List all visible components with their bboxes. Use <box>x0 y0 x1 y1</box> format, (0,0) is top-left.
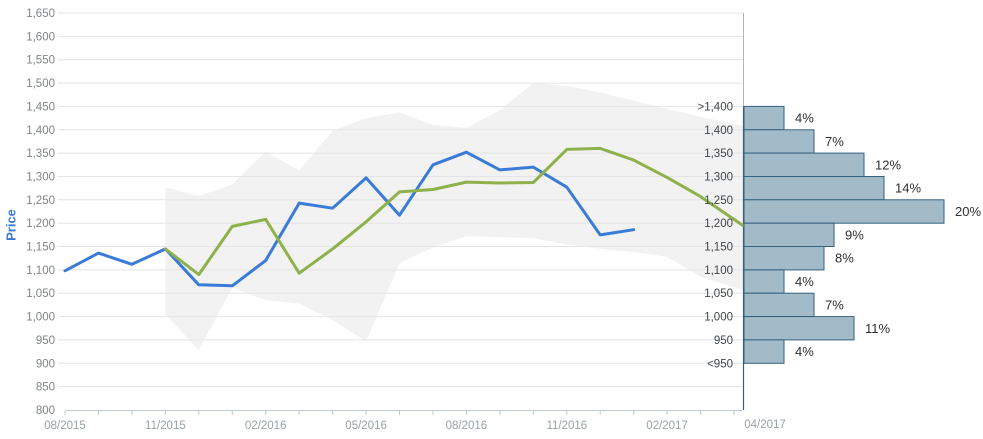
x-tick-label: 11/2016 <box>546 420 587 432</box>
label-layer: 1,650 1,600 1,550 1,500 1,450 1,400 1,350 1,300… <box>26 8 733 432</box>
y-tick-label: 1,300 <box>26 172 55 184</box>
y-tick-label: 1,450 <box>26 101 55 113</box>
x-tick-label: 05/2016 <box>345 420 387 432</box>
percent-label: 12% <box>875 157 901 172</box>
percent-label: 9% <box>845 227 864 242</box>
probability-bar[interactable] <box>743 105 785 131</box>
x-tick-label: 08/2016 <box>446 420 488 432</box>
y-tick-label: 1,100 <box>26 265 55 277</box>
percent-label: 8% <box>835 251 854 266</box>
y-tick-label: 1,000 <box>26 312 55 324</box>
bin-edge-label: <950 <box>707 358 733 370</box>
percent-label: 20% <box>955 204 981 219</box>
y-tick-label: 1,200 <box>26 218 55 230</box>
price-forecast-line[interactable] <box>163 146 745 277</box>
histogram-layer: 4% 7% 12% 14% 20% 9% 8% 4% 7% 11% 4% <box>743 105 981 364</box>
percent-label: 7% <box>825 297 844 312</box>
bin-edge-label: 1,350 <box>704 148 733 160</box>
y-tick-label: 1,500 <box>26 78 55 90</box>
x-tick-label: 08/2015 <box>44 420 86 432</box>
bin-edge-label: 1,400 <box>704 125 733 137</box>
bin-edge-label: 1,050 <box>704 288 733 300</box>
probability-bar[interactable] <box>743 269 785 294</box>
y-tick-label: 800 <box>36 405 55 417</box>
bin-edge-label: 1,150 <box>704 242 733 254</box>
percent-label: 14% <box>895 181 921 196</box>
probability-bar[interactable] <box>743 246 825 271</box>
bin-edge-label: >1,400 <box>698 101 734 113</box>
bin-edge-label: 1,250 <box>704 195 733 207</box>
percent-label: 7% <box>825 134 844 149</box>
probability-bar[interactable] <box>743 339 785 364</box>
y-tick-label: 1,250 <box>26 195 55 207</box>
series-layer <box>63 146 745 288</box>
bin-edge-label: 1,200 <box>704 218 733 230</box>
y-tick-label: 900 <box>36 358 55 370</box>
probability-bar[interactable] <box>743 152 865 178</box>
percent-label: 11% <box>865 321 890 336</box>
probability-bar[interactable] <box>743 222 835 247</box>
y-tick-label: 850 <box>36 382 55 394</box>
bin-edge-label: 950 <box>714 335 733 347</box>
bin-edge-label: 1,000 <box>704 312 733 324</box>
percent-label: 4% <box>795 344 814 359</box>
band-layer <box>165 83 743 351</box>
y-tick-label: 1,350 <box>26 148 55 160</box>
y-tick-label: 1,150 <box>26 242 55 254</box>
percent-label: 4% <box>795 111 814 126</box>
y-axis-title: Price <box>3 209 19 241</box>
x-tick-label: 02/2017 <box>646 420 688 432</box>
histogram-axis-label: 04/2017 <box>744 419 786 431</box>
y-tick-label: 1,050 <box>26 288 55 300</box>
x-tick-label: 11/2015 <box>145 420 186 432</box>
probability-bar[interactable] <box>743 292 815 318</box>
probability-bar[interactable] <box>743 199 945 224</box>
probability-bar[interactable] <box>743 129 815 154</box>
x-tick-label: 02/2016 <box>245 420 287 432</box>
y-tick-label: 1,650 <box>26 8 55 20</box>
forecast-range-band <box>165 83 743 351</box>
bin-edge-label: 1,300 <box>704 172 733 184</box>
grid-layer <box>58 12 743 388</box>
percent-label: 4% <box>795 274 814 289</box>
price-actual-line[interactable] <box>63 150 636 288</box>
bin-edge-label: 1,100 <box>704 265 733 277</box>
y-tick-label: 1,400 <box>26 125 55 137</box>
y-tick-label: 1,600 <box>26 31 55 43</box>
y-tick-label: 950 <box>36 335 55 347</box>
probability-bar[interactable] <box>743 176 885 201</box>
probability-bar[interactable] <box>743 316 855 341</box>
y-tick-label: 1,550 <box>26 55 55 67</box>
